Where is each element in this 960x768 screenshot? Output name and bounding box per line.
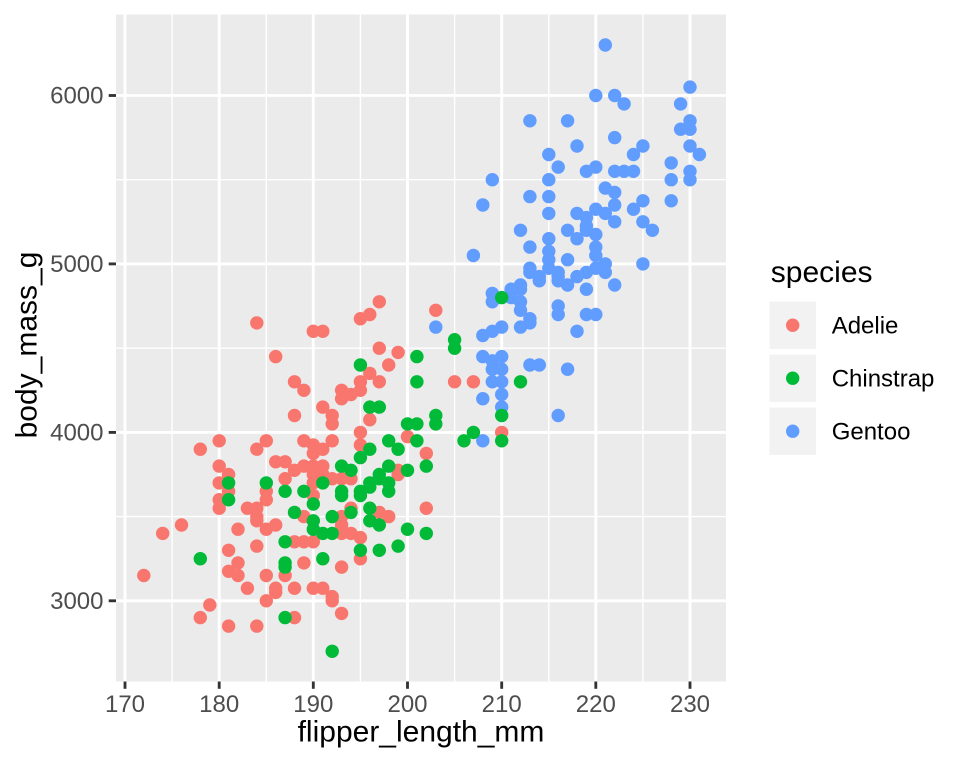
svg-text:180: 180 [199,691,239,718]
svg-text:230: 230 [670,691,710,718]
svg-text:Chinstrap: Chinstrap [832,365,935,392]
svg-text:4000: 4000 [50,420,103,447]
svg-text:5000: 5000 [50,251,103,278]
svg-text:3000: 3000 [50,588,103,615]
svg-text:200: 200 [387,691,427,718]
svg-text:190: 190 [293,691,333,718]
svg-text:body_mass_g: body_mass_g [11,252,44,439]
svg-text:flipper_length_mm: flipper_length_mm [298,716,545,749]
svg-text:Adelie: Adelie [832,312,899,339]
svg-text:210: 210 [482,691,522,718]
svg-text:Gentoo: Gentoo [832,418,911,445]
svg-text:6000: 6000 [50,83,103,110]
svg-text:170: 170 [105,691,145,718]
svg-text:220: 220 [576,691,616,718]
svg-text:species: species [771,256,873,289]
